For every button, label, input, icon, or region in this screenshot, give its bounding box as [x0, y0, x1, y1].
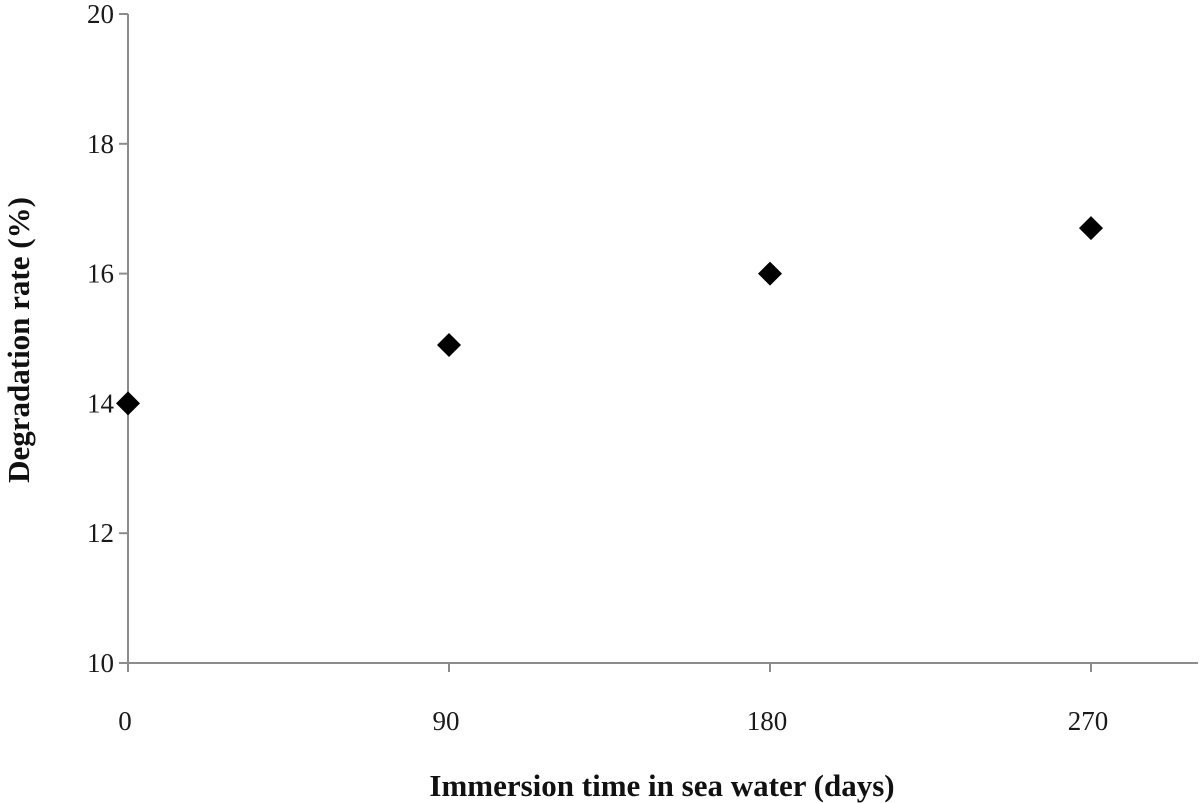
- data-point: [116, 391, 140, 416]
- x-tick-label: 180: [747, 706, 788, 736]
- data-point: [758, 261, 782, 286]
- data-point: [1079, 216, 1103, 241]
- data-points: [116, 216, 1103, 416]
- x-axis-title: Immersion time in sea water (days): [429, 768, 894, 803]
- y-tick-label: 10: [87, 648, 114, 678]
- y-tick-label: 16: [87, 259, 114, 289]
- y-tick-label: 12: [87, 518, 114, 548]
- y-axis-ticks: 10 12 14 16 18 20: [87, 0, 128, 678]
- data-point: [437, 332, 461, 357]
- y-tick-label: 18: [87, 129, 114, 159]
- y-axis-title: Degradation rate (%): [1, 197, 36, 483]
- y-tick-label: 20: [87, 0, 114, 29]
- x-tick-label: 0: [118, 706, 132, 736]
- x-tick-label: 270: [1068, 706, 1109, 736]
- x-axis-ticks: 0 90 180 270: [118, 663, 1108, 736]
- x-tick-label: 90: [433, 706, 460, 736]
- y-tick-label: 14: [87, 388, 115, 418]
